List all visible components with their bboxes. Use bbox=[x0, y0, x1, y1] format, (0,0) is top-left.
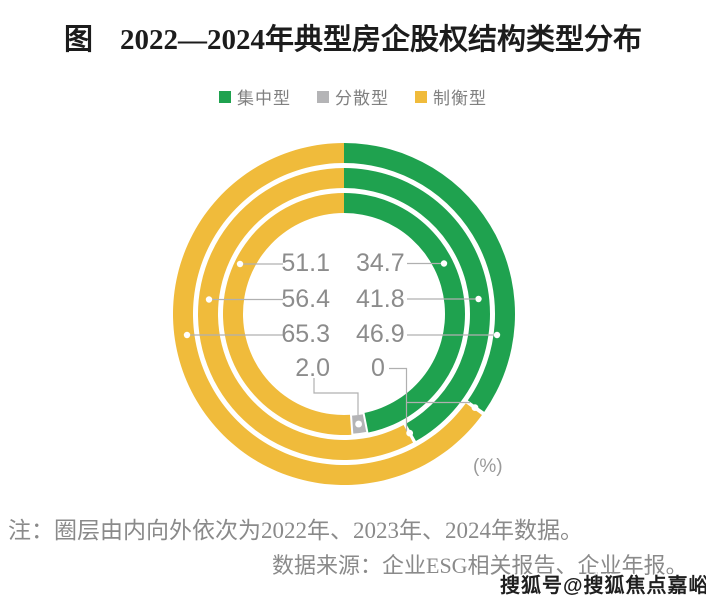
value-2022-balanced: 51.1 bbox=[281, 249, 330, 277]
legend: 集中型 分散型 制衡型 bbox=[0, 84, 706, 109]
value-2022-dispersed: 2.0 bbox=[295, 354, 330, 382]
legend-label-dispersed: 分散型 bbox=[335, 89, 389, 108]
value-2023-concentrated: 41.8 bbox=[356, 285, 405, 313]
value-2024-balanced: 65.3 bbox=[281, 320, 330, 348]
value-2022-concentrated: 34.7 bbox=[356, 249, 405, 277]
note-text: 注：圈层由内向外依次为2022年、2023年、2024年数据。 bbox=[8, 518, 583, 543]
value-2023-balanced: 56.4 bbox=[281, 285, 330, 313]
value-2024-concentrated: 46.9 bbox=[356, 320, 405, 348]
legend-swatch-concentrated bbox=[219, 90, 231, 103]
source-text: 数据来源：企业ESG相关报告、企业年报。 bbox=[272, 553, 688, 578]
legend-swatch-balanced bbox=[415, 90, 427, 103]
page-title: 图 2022—2024年典型房企股权结构类型分布 bbox=[0, 16, 706, 58]
title-prefix: 图 bbox=[63, 24, 93, 56]
value-dispersed-zero: 0 bbox=[371, 354, 385, 382]
legend-label-balanced: 制衡型 bbox=[433, 89, 487, 108]
title-text: 2022—2024年典型房企股权结构类型分布 bbox=[120, 24, 643, 56]
unit-label: (%) bbox=[473, 456, 503, 477]
legend-item-concentrated: 集中型 bbox=[219, 84, 291, 109]
watermark-text: 搜狐号@搜狐焦点嘉峪关站 bbox=[500, 575, 706, 597]
legend-item-balanced: 制衡型 bbox=[415, 84, 487, 109]
legend-swatch-dispersed bbox=[317, 90, 329, 103]
legend-item-dispersed: 分散型 bbox=[317, 84, 389, 109]
legend-label-concentrated: 集中型 bbox=[237, 89, 291, 108]
